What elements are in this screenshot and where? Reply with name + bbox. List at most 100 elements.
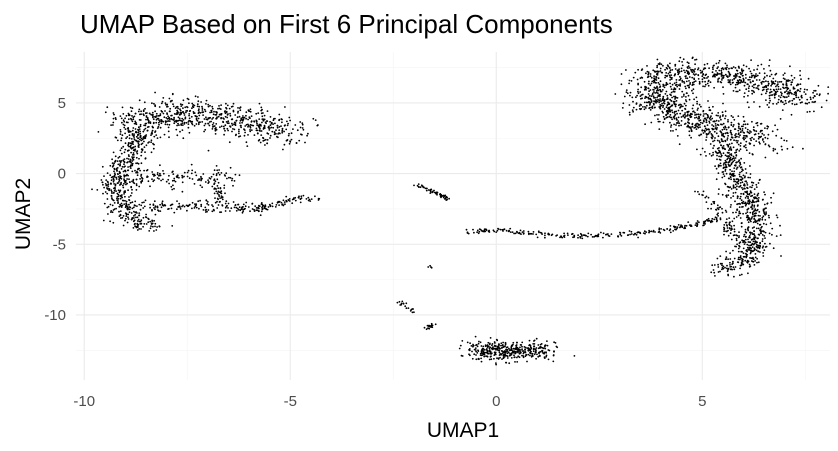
- point-c12-489: [763, 76, 766, 79]
- point-c10-7: [428, 327, 431, 330]
- point-c13-673: [685, 96, 687, 98]
- point-c14-600: [721, 147, 724, 150]
- point-c2-40: [213, 169, 216, 172]
- point-c2-115: [126, 178, 128, 180]
- point-c5-40: [280, 201, 283, 204]
- point-c14-204: [755, 249, 758, 252]
- point-c0-33: [266, 110, 269, 112]
- point-c7-165: [600, 231, 602, 234]
- point-c14-187: [769, 222, 772, 225]
- point-c14-211: [753, 226, 755, 229]
- point-c12-249: [669, 62, 671, 65]
- point-c13-388: [713, 120, 716, 123]
- point-c0-633: [227, 120, 230, 123]
- point-c0-478: [152, 121, 155, 124]
- point-c0-354: [122, 123, 125, 126]
- point-c14-647: [744, 238, 747, 241]
- point-c14-667: [721, 262, 723, 265]
- point-c12-246: [655, 82, 657, 84]
- point-c2-49: [181, 181, 184, 184]
- point-c14-200: [748, 235, 751, 237]
- point-c13-418: [687, 94, 690, 97]
- point-c14-536: [727, 267, 730, 270]
- point-c11-279: [546, 344, 549, 347]
- point-c5-65: [287, 199, 290, 201]
- point-c14-221: [738, 159, 741, 162]
- point-c0-562: [216, 112, 218, 114]
- point-c14-167: [759, 232, 762, 235]
- point-c14-614: [742, 263, 744, 266]
- point-c1-207: [129, 194, 132, 197]
- point-c2-22: [202, 173, 205, 175]
- point-c14-82: [740, 176, 743, 178]
- point-c14-626: [749, 165, 751, 167]
- point-c14-544: [747, 200, 750, 203]
- point-c11-225: [458, 347, 461, 350]
- point-c14-642: [714, 165, 716, 168]
- point-c1-365: [127, 218, 130, 220]
- point-c1-24: [112, 180, 115, 183]
- point-c7-238: [668, 229, 671, 232]
- point-c2-30: [213, 178, 216, 181]
- point-c1-34: [139, 169, 142, 172]
- point-c8-3: [430, 266, 433, 269]
- point-c13-645: [717, 135, 720, 138]
- point-c12-276: [761, 89, 764, 92]
- point-c3-56: [241, 206, 243, 209]
- point-c0-432: [203, 124, 206, 127]
- point-c13-339: [696, 109, 699, 111]
- point-c13-685: [740, 125, 743, 128]
- point-c4-7: [215, 188, 218, 190]
- point-c7-156: [630, 233, 633, 235]
- point-c13-568: [721, 123, 723, 126]
- point-c13-383: [721, 134, 723, 137]
- point-c0-328: [173, 113, 176, 115]
- point-c4-4: [216, 185, 219, 187]
- point-c14-602: [730, 148, 733, 151]
- point-c13-228: [783, 139, 786, 142]
- point-c12-10: [784, 99, 787, 102]
- point-c0-410: [241, 116, 244, 119]
- point-c14-378: [721, 193, 724, 196]
- point-c3-63: [186, 209, 188, 212]
- point-c3-86: [156, 205, 159, 208]
- point-c14-218: [739, 195, 742, 198]
- point-c1-300: [127, 142, 130, 144]
- point-c0-228: [271, 130, 274, 133]
- point-c15-29: [710, 207, 712, 210]
- point-c0-648: [277, 136, 279, 139]
- point-c12-410: [737, 81, 740, 84]
- point-c7-218: [657, 231, 660, 234]
- point-c2-129: [139, 178, 142, 180]
- point-c0-11: [261, 115, 264, 118]
- point-c12-167: [637, 68, 639, 71]
- point-c7-211: [617, 235, 620, 238]
- point-c0-473: [233, 121, 236, 124]
- point-c0-364: [195, 123, 198, 125]
- point-c0-293: [152, 118, 155, 121]
- point-c14-189: [745, 172, 748, 174]
- point-c0-91: [154, 110, 157, 113]
- point-c12-308: [774, 73, 777, 76]
- point-c12-564: [691, 56, 694, 59]
- point-c7-6: [566, 232, 569, 235]
- point-c13-155: [674, 88, 677, 90]
- point-c5-39: [292, 197, 295, 200]
- point-c14-584: [733, 157, 735, 160]
- point-c0-294: [201, 109, 204, 111]
- point-c2-56: [181, 174, 184, 177]
- point-c7-200: [587, 232, 590, 235]
- point-c0-157: [201, 121, 204, 123]
- point-c14-633: [743, 187, 746, 190]
- point-c12-608: [650, 76, 653, 79]
- point-c3-104: [179, 208, 182, 210]
- point-c12-368: [717, 78, 719, 80]
- point-c14-407: [748, 199, 751, 202]
- point-c3-29: [197, 200, 200, 203]
- point-c12-464: [692, 73, 695, 75]
- point-c7-227: [505, 229, 508, 232]
- point-c2-36: [193, 183, 196, 185]
- point-c12-451: [677, 71, 679, 74]
- point-c1-270: [127, 128, 130, 131]
- point-c13-352: [678, 124, 680, 127]
